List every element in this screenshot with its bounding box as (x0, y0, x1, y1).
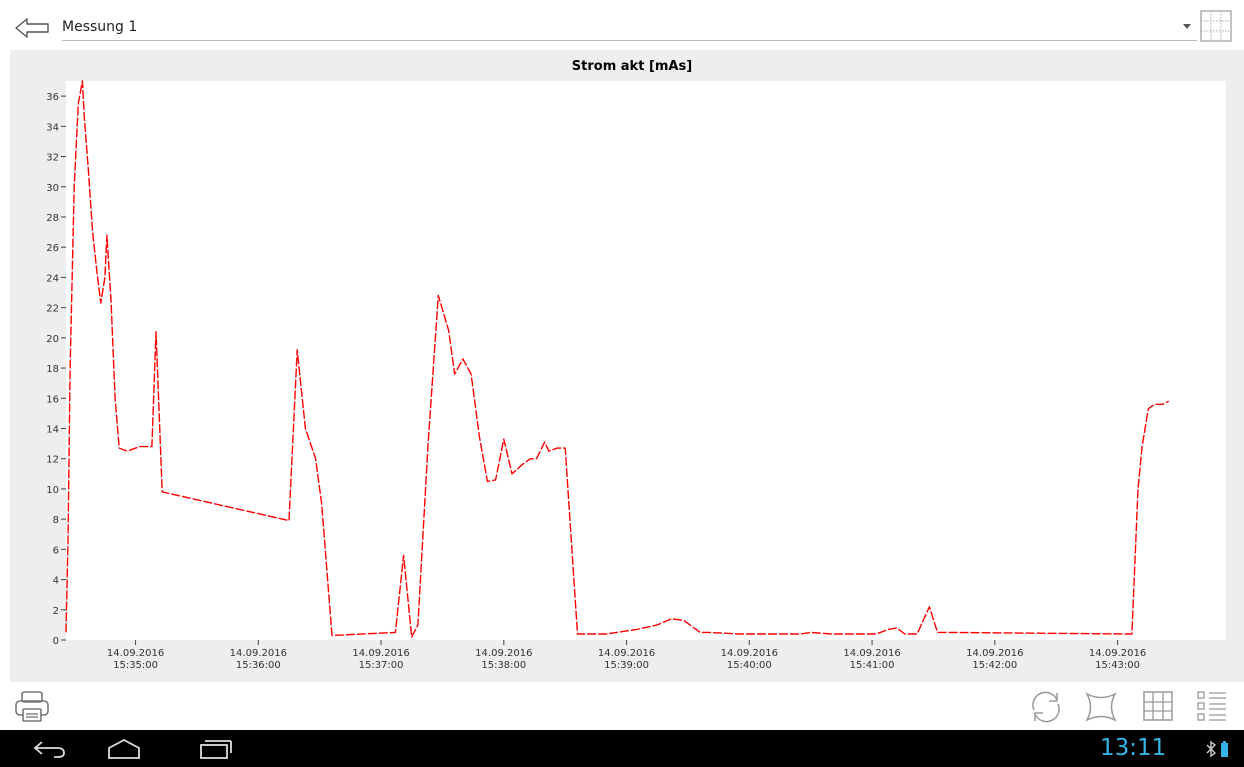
y-tick-label: 0 (53, 636, 59, 647)
plot-area (66, 81, 1226, 640)
x-tick-time: 15:36:00 (236, 660, 281, 671)
x-tick-time: 15:35:00 (113, 660, 158, 671)
status-icons (1206, 740, 1228, 758)
y-tick-label: 20 (46, 334, 59, 345)
title-underline (62, 40, 1197, 41)
x-tick-date: 14.09.2016 (475, 648, 532, 659)
y-tick-label: 6 (53, 545, 59, 556)
y-tick-label: 18 (46, 364, 59, 375)
y-tick-label: 32 (46, 153, 59, 164)
arrow-left-icon[interactable] (14, 16, 52, 40)
y-tick-label: 30 (46, 183, 59, 194)
series-layer (65, 80, 1170, 638)
chart-area: Strom akt [mAs] 0 2 4 6 8 10 12 14 16 18 20 22 24 26 2… (10, 50, 1244, 682)
y-tick-label: 28 (46, 213, 59, 224)
top-bar: Messung 1 (0, 0, 1244, 50)
fit-screen-icon[interactable] (1081, 688, 1121, 726)
y-tick-label: 12 (46, 455, 59, 466)
chevron-down-icon[interactable] (1183, 24, 1191, 29)
chart[interactable]: Strom akt [mAs] 024681012141618202224262… (10, 50, 1244, 682)
x-tick-time: 15:38:00 (481, 660, 526, 671)
y-tick-label: 8 (53, 515, 59, 526)
nav-home-icon[interactable] (104, 738, 144, 760)
measurement-title[interactable]: Messung 1 (62, 19, 138, 35)
chart-title: Strom akt [mAs] (572, 59, 692, 74)
y-tick-label: 22 (46, 304, 59, 315)
x-tick-date: 14.09.2016 (966, 648, 1023, 659)
grid-toggle-icon[interactable] (1138, 688, 1178, 726)
x-tick-time: 15:40:00 (727, 660, 772, 671)
x-tick-date: 14.09.2016 (1089, 648, 1146, 659)
x-tick-date: 14.09.2016 (230, 648, 287, 659)
list-icon[interactable] (1192, 688, 1232, 726)
grid-icon[interactable] (1200, 10, 1232, 42)
x-tick-time: 15:37:00 (359, 660, 404, 671)
y-tick-label: 4 (53, 576, 59, 587)
x-tick-date: 14.09.2016 (843, 648, 900, 659)
series-line (65, 80, 1170, 638)
y-tick-label: 36 (46, 92, 59, 103)
y-tick-label: 34 (46, 122, 59, 133)
y-tick-label: 26 (46, 243, 59, 254)
refresh-icon[interactable] (1026, 688, 1066, 726)
nav-back-icon[interactable] (30, 738, 70, 760)
system-nav-bar: 13:11 (0, 730, 1244, 767)
y-tick-label: 14 (46, 424, 59, 435)
y-tick-label: 10 (46, 485, 59, 496)
x-tick-time: 15:42:00 (972, 660, 1017, 671)
x-tick-date: 14.09.2016 (352, 648, 409, 659)
y-tick-label: 16 (46, 394, 59, 405)
x-tick-date: 14.09.2016 (598, 648, 655, 659)
x-tick-time: 15:39:00 (604, 660, 649, 671)
x-axis: 14.09.201615:35:0014.09.201615:36:0014.0… (107, 640, 1146, 671)
x-tick-date: 14.09.2016 (721, 648, 778, 659)
bottom-toolbar (0, 682, 1244, 730)
status-clock: 13:11 (1100, 735, 1167, 761)
x-tick-time: 15:43:00 (1095, 660, 1140, 671)
y-tick-label: 24 (46, 273, 59, 284)
nav-recent-icon[interactable] (195, 738, 235, 760)
x-tick-time: 15:41:00 (850, 660, 895, 671)
printer-icon[interactable] (12, 688, 52, 726)
x-tick-date: 14.09.2016 (107, 648, 164, 659)
y-tick-label: 2 (53, 606, 59, 617)
